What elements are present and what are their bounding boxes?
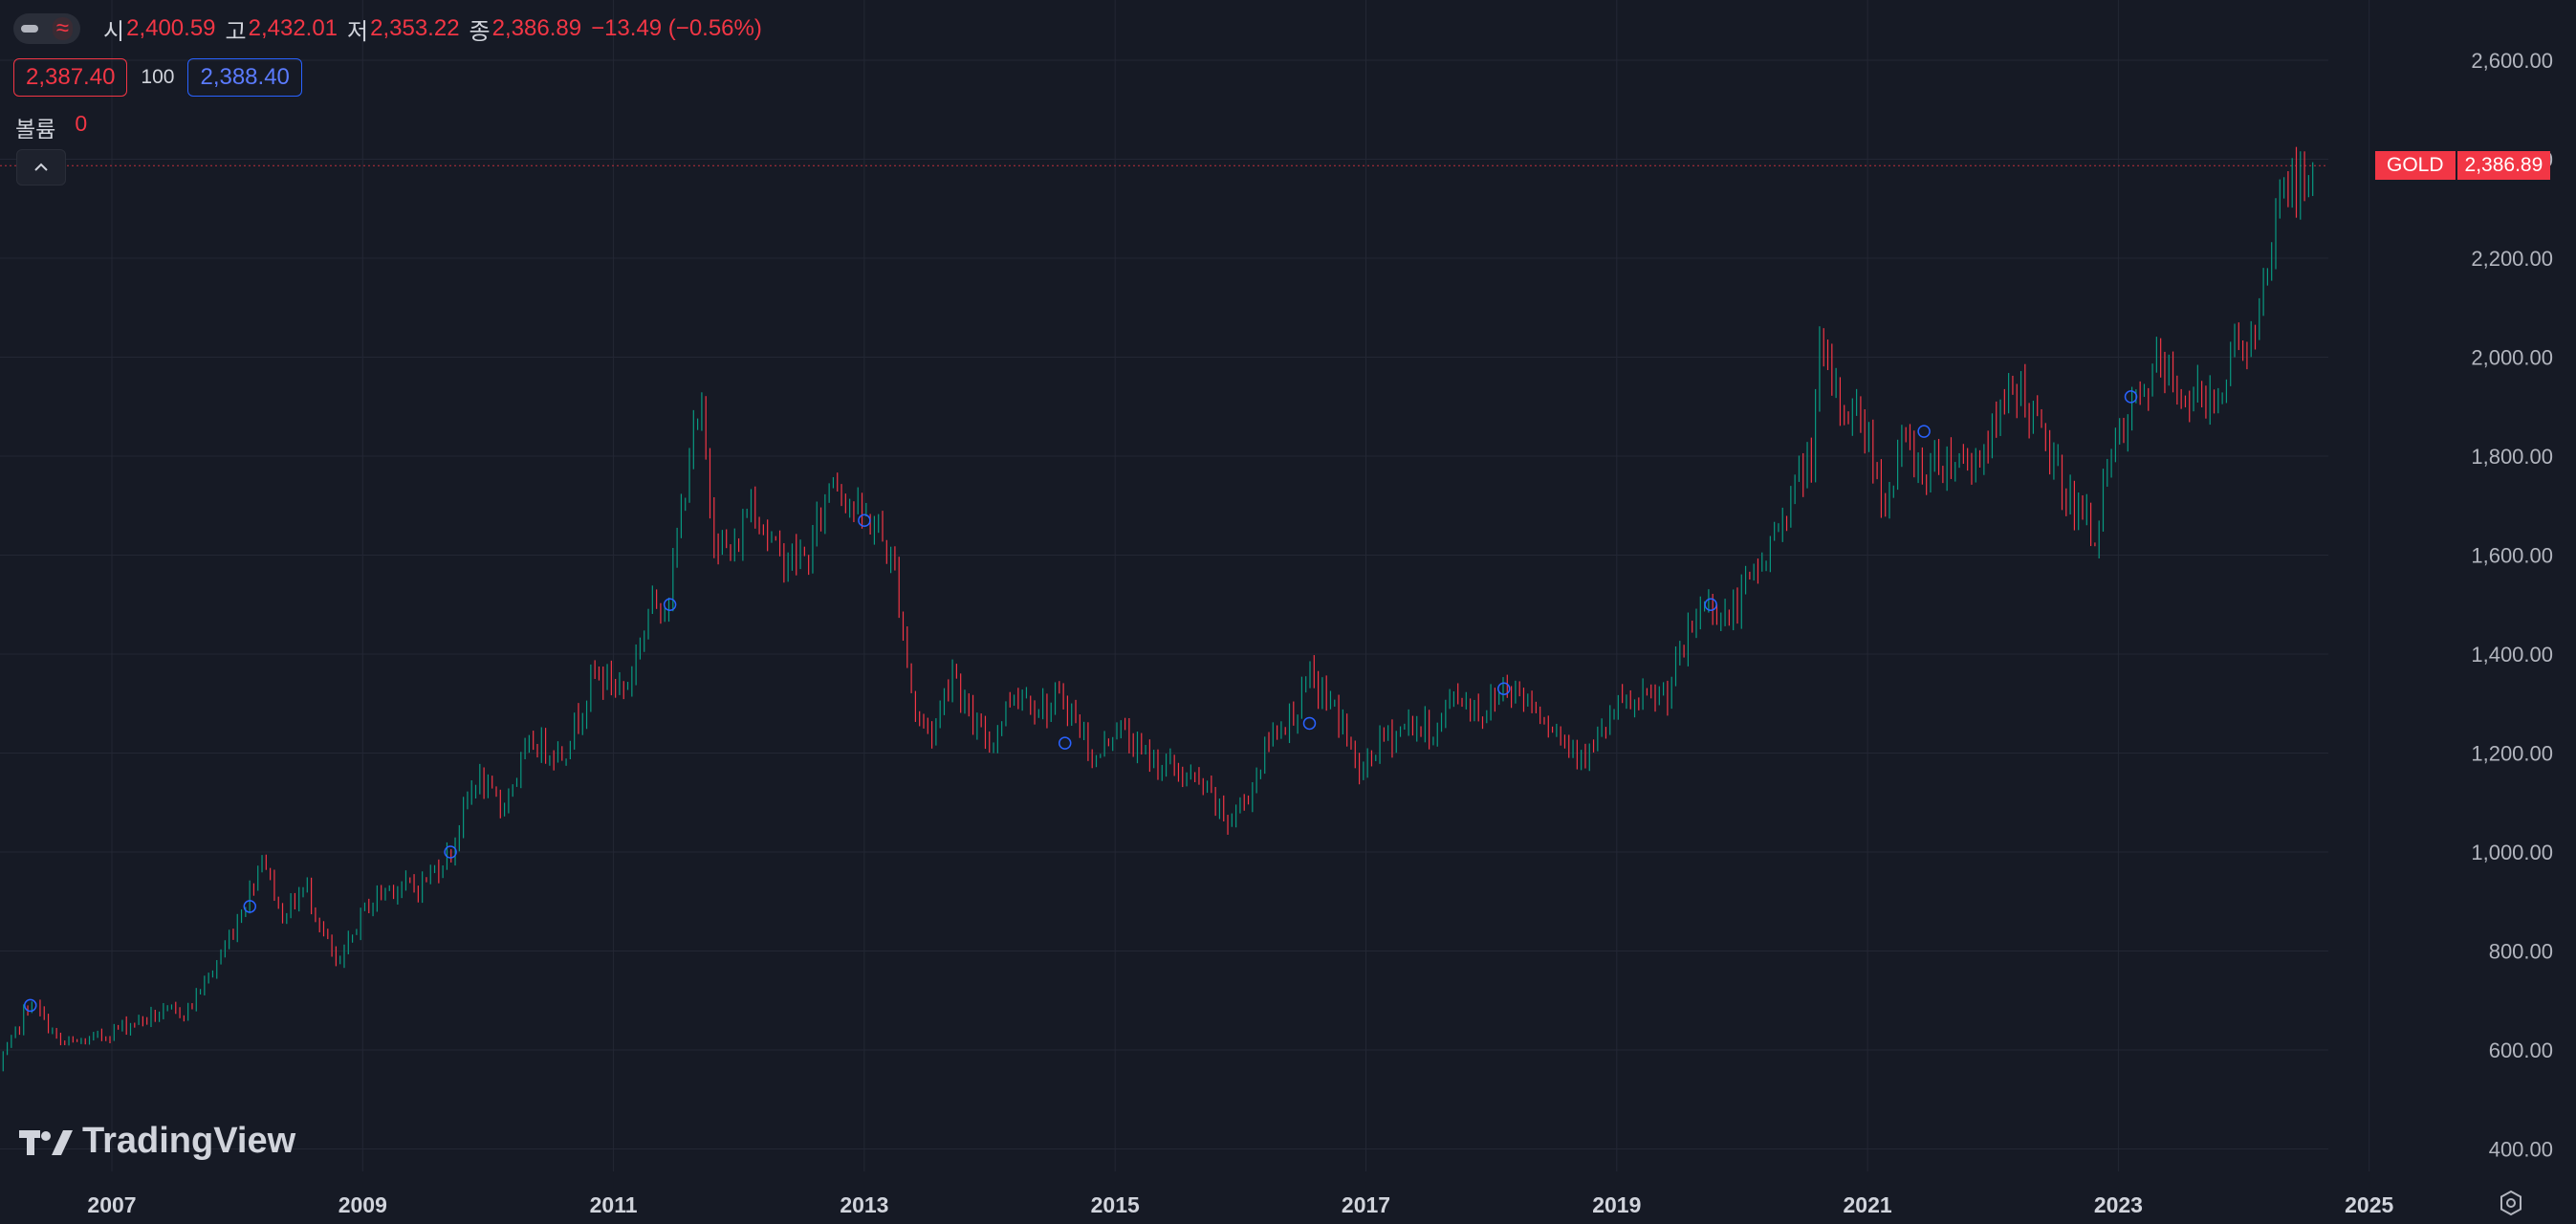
brand-name: TradingView bbox=[82, 1121, 296, 1161]
event-marker[interactable] bbox=[1917, 425, 1931, 438]
change-value: −13.49 (−0.56%) bbox=[591, 15, 762, 41]
event-marker[interactable] bbox=[444, 845, 457, 859]
y-tick-label: 1,600.00 bbox=[2471, 544, 2553, 568]
event-marker[interactable] bbox=[1497, 682, 1511, 695]
open-label: 시 bbox=[103, 18, 125, 45]
y-tick-label: 2,000.00 bbox=[2471, 346, 2553, 370]
visibility-toggle-icon bbox=[21, 25, 38, 33]
chevron-up-icon bbox=[34, 163, 48, 171]
y-tick-label: 1,200.00 bbox=[2471, 742, 2553, 766]
event-marker[interactable] bbox=[243, 900, 257, 913]
x-tick-label: 2025 bbox=[2345, 1192, 2393, 1217]
event-marker[interactable] bbox=[1302, 716, 1317, 731]
last-price-label: 2,386.89 bbox=[2456, 151, 2551, 181]
x-tick-label: 2023 bbox=[2094, 1192, 2143, 1217]
x-tick-label: 2021 bbox=[1844, 1192, 1892, 1217]
volume-label: 볼륨 bbox=[15, 117, 56, 142]
price-axis: 400.00 600.00 800.00 1,000.00 1,200.00 1,400.… bbox=[2471, 49, 2553, 1162]
x-tick-label: 2019 bbox=[1592, 1192, 1641, 1217]
event-marker[interactable] bbox=[1704, 598, 1717, 611]
volume-legend: 볼륨 0 bbox=[15, 111, 87, 143]
event-marker[interactable] bbox=[858, 514, 871, 528]
close-value: 2,386.89 bbox=[491, 15, 582, 41]
buy-button[interactable]: 2,388.40 bbox=[187, 58, 302, 97]
tradingview-logo-icon bbox=[19, 1129, 73, 1155]
event-marker[interactable] bbox=[663, 598, 677, 611]
quantity-value[interactable]: 100 bbox=[141, 66, 175, 88]
y-tick-label: 1,400.00 bbox=[2471, 643, 2553, 667]
x-tick-label: 2015 bbox=[1091, 1192, 1140, 1217]
time-axis: 2007 2009 2011 2013 2015 2017 2019 2021 2023 2025 bbox=[87, 1192, 2393, 1217]
event-marker[interactable] bbox=[1058, 736, 1072, 750]
x-tick-label: 2009 bbox=[338, 1192, 387, 1217]
gear-icon[interactable] bbox=[2498, 1190, 2524, 1216]
y-tick-label: 2,200.00 bbox=[2471, 247, 2553, 271]
x-tick-label: 2017 bbox=[1342, 1192, 1390, 1217]
x-tick-label: 2007 bbox=[87, 1192, 136, 1217]
trade-panel: 2,387.40 100 2,388.40 bbox=[13, 57, 302, 98]
last-price-tag: GOLD 2,386.89 bbox=[2375, 151, 2551, 181]
y-tick-label: 2,600.00 bbox=[2471, 49, 2553, 73]
sell-button[interactable]: 2,387.40 bbox=[13, 58, 128, 97]
collapse-legend-button[interactable] bbox=[16, 149, 66, 186]
tradingview-logo[interactable]: TradingView bbox=[19, 1121, 295, 1162]
event-marker[interactable] bbox=[2124, 390, 2138, 404]
visibility-toggle[interactable]: ≈ bbox=[13, 13, 80, 44]
volume-value: 0 bbox=[75, 111, 88, 136]
low-value: 2,353.22 bbox=[370, 15, 460, 41]
x-tick-label: 2013 bbox=[840, 1192, 888, 1217]
high-label: 고 bbox=[225, 18, 247, 45]
wave-icon: ≈ bbox=[52, 17, 73, 40]
open-value: 2,400.59 bbox=[126, 15, 216, 41]
y-tick-label: 1,000.00 bbox=[2471, 841, 2553, 864]
y-tick-label: 600.00 bbox=[2489, 1038, 2553, 1062]
y-tick-label: 1,800.00 bbox=[2471, 445, 2553, 469]
event-markers bbox=[24, 390, 2138, 1013]
y-tick-label: 400.00 bbox=[2489, 1138, 2553, 1162]
y-tick-label: 800.00 bbox=[2489, 940, 2553, 964]
chart-grid bbox=[0, 0, 2370, 1171]
close-label: 종 bbox=[469, 18, 491, 45]
event-marker[interactable] bbox=[24, 998, 37, 1013]
high-value: 2,432.01 bbox=[248, 15, 338, 41]
ohlc-legend: ≈ 시 2,400.59 고 2,432.01 저 2,353.22 종 2,3… bbox=[13, 10, 772, 48]
low-label: 저 bbox=[347, 18, 369, 45]
symbol-label: GOLD bbox=[2375, 151, 2456, 181]
candles bbox=[2, 146, 2314, 1072]
x-tick-label: 2011 bbox=[590, 1192, 638, 1217]
